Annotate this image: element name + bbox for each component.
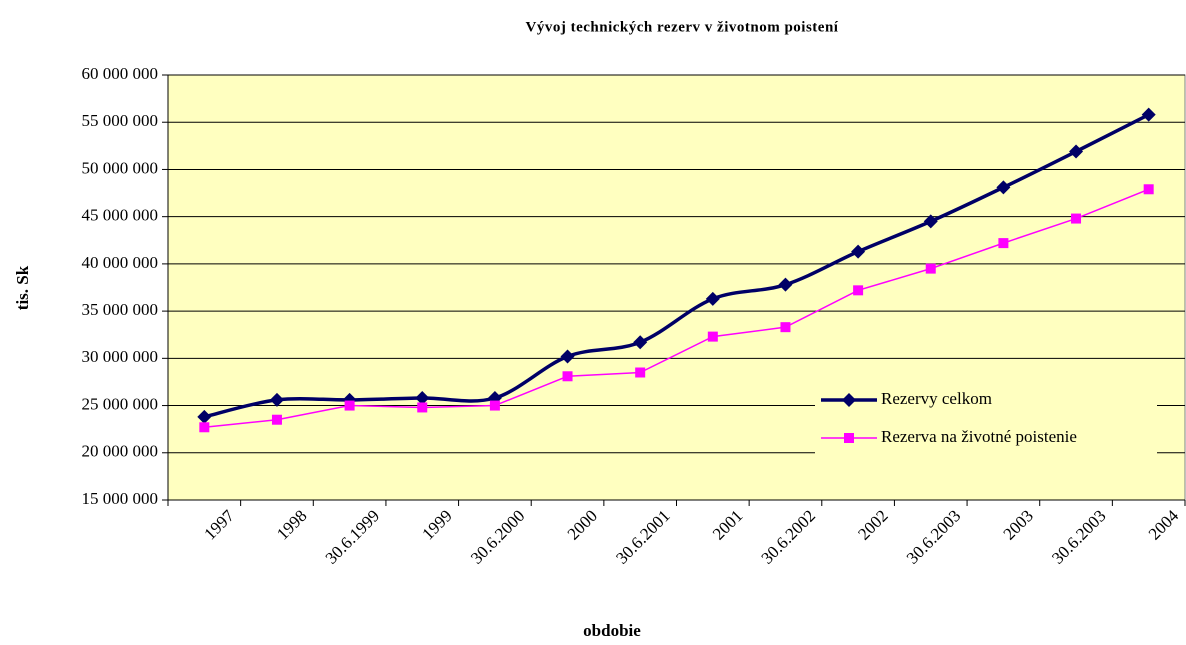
legend: Rezervy celkom Rezerva na životné poisten…: [815, 378, 1157, 456]
y-tick-label: 15 000 000: [82, 489, 159, 508]
y-tick-label: 20 000 000: [82, 442, 159, 461]
marker: [842, 393, 856, 407]
marker: [415, 391, 430, 405]
y-axis-title: tis. Sk: [13, 265, 32, 310]
marker: [633, 335, 648, 350]
marker: [1069, 144, 1084, 159]
marker: [707, 331, 718, 342]
legend-label: Rezervy celkom: [881, 389, 992, 408]
x-tick-label: 2003: [1000, 506, 1037, 543]
series-line: [204, 188, 1149, 429]
x-tick-label: 30.6.2000: [467, 506, 529, 568]
marker: [778, 277, 793, 292]
marker: [344, 400, 355, 411]
x-tick-label: 1998: [273, 506, 310, 543]
marker: [197, 409, 212, 424]
y-tick-label: 25 000 000: [82, 394, 159, 413]
legend-box: [815, 378, 1157, 456]
x-tick-label: 2004: [1145, 506, 1183, 544]
x-tick-label: 30.6.2001: [612, 506, 674, 568]
marker: [923, 214, 938, 229]
x-tick-label: 30.6.2003: [1048, 506, 1110, 568]
marker: [851, 244, 866, 259]
x-tick-label: 2001: [709, 506, 746, 543]
marker: [1143, 184, 1154, 195]
marker: [1071, 213, 1082, 224]
y-tick-label: 60 000 000: [82, 64, 159, 83]
y-tick-label: 55 000 000: [82, 111, 159, 130]
marker: [560, 349, 575, 364]
marker: [271, 414, 282, 425]
y-tick-label: 35 000 000: [82, 300, 159, 319]
marker: [998, 238, 1009, 249]
marker: [562, 371, 573, 382]
marker: [417, 402, 428, 413]
y-tick-label: 30 000 000: [82, 347, 159, 366]
marker: [635, 367, 646, 378]
marker: [705, 291, 720, 306]
x-tick-label: 1997: [200, 506, 238, 544]
marker: [996, 180, 1011, 195]
y-tick-label: 50 000 000: [82, 158, 159, 177]
marker: [780, 322, 791, 333]
marker: [489, 400, 500, 411]
marker: [269, 392, 284, 407]
y-tick-label: 45 000 000: [82, 206, 159, 225]
marker: [853, 285, 864, 296]
x-axis-title: obdobie: [583, 621, 641, 640]
x-tick-label: 2002: [854, 506, 891, 543]
x-tick-label: 30.6.2003: [903, 506, 965, 568]
marker: [1141, 107, 1156, 122]
marker: [844, 433, 854, 443]
x-tick-label: 2000: [564, 506, 601, 543]
x-tick-label: 30.6.1999: [322, 506, 384, 568]
legend-label: Rezerva na životné poistenie: [881, 427, 1077, 446]
chart-title: Vývoj technických rezerv v životnom pois…: [526, 19, 839, 35]
marker: [199, 422, 210, 433]
x-tick-label: 1999: [418, 506, 455, 543]
y-tick-label: 40 000 000: [82, 253, 159, 272]
x-tick-label: 30.6.2002: [758, 506, 820, 568]
marker: [925, 263, 936, 274]
